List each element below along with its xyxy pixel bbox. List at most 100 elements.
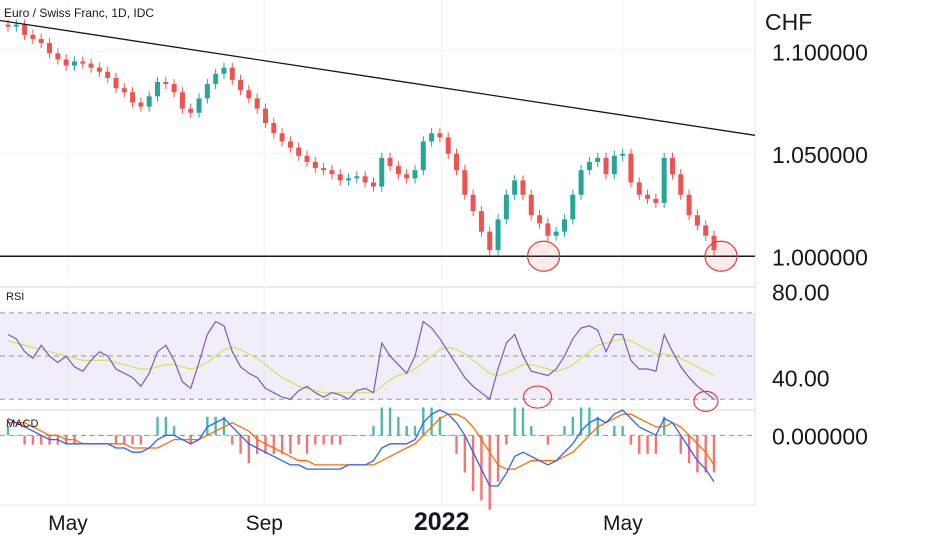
candle-body bbox=[379, 157, 385, 187]
macd-histogram-bar bbox=[679, 435, 682, 454]
macd-histogram-bar bbox=[98, 435, 101, 437]
macd-histogram-bar bbox=[629, 435, 633, 445]
price-tick-label: 1.100000 bbox=[772, 39, 868, 65]
candle-body bbox=[653, 198, 659, 203]
macd-histogram-bar bbox=[197, 435, 201, 437]
macd-histogram-bar bbox=[471, 435, 475, 492]
macd-histogram-bar bbox=[455, 435, 458, 454]
candle-body bbox=[636, 182, 642, 195]
macd-histogram-bar bbox=[613, 426, 616, 436]
candle-body bbox=[88, 63, 94, 68]
candle-body bbox=[171, 84, 177, 93]
macd-histogram-bar bbox=[172, 426, 176, 436]
candle-body bbox=[229, 67, 235, 80]
macd-histogram-bar bbox=[322, 435, 325, 445]
time-axis-label: May bbox=[48, 512, 88, 535]
candle-body bbox=[520, 180, 526, 195]
candle-body bbox=[63, 59, 69, 66]
rsi-tick-label: 40.00 bbox=[772, 366, 830, 392]
candle-body bbox=[321, 168, 327, 171]
macd-histogram-bar bbox=[671, 435, 674, 437]
candle-body bbox=[645, 194, 651, 199]
candle-body bbox=[304, 155, 310, 162]
macd-histogram-bar bbox=[106, 435, 109, 437]
macd-histogram-bar bbox=[6, 426, 10, 436]
candle-body bbox=[503, 194, 509, 220]
macd-histogram-bar bbox=[139, 435, 143, 445]
rsi-low-circle bbox=[522, 385, 553, 409]
currency-label: CHF bbox=[765, 9, 812, 35]
candle-body bbox=[603, 157, 609, 175]
candle-body bbox=[329, 170, 335, 175]
macd-histogram-bar bbox=[696, 435, 699, 473]
macd-histogram-bar bbox=[530, 426, 533, 436]
descending-trendline[interactable] bbox=[0, 19, 756, 136]
macd-histogram-bar bbox=[280, 435, 284, 454]
macd-histogram-bar bbox=[554, 435, 558, 437]
macd-histogram-bar bbox=[588, 407, 591, 436]
macd-histogram-bar bbox=[604, 435, 608, 437]
candle-body bbox=[437, 133, 443, 138]
time-axis-label: Sep bbox=[246, 512, 283, 535]
candle-body bbox=[694, 215, 700, 226]
macd-histogram-bar bbox=[563, 426, 566, 436]
candle-body bbox=[71, 61, 77, 66]
low-circle-marker bbox=[704, 240, 738, 272]
candle-body bbox=[30, 34, 36, 39]
macd-histogram-bar bbox=[380, 407, 383, 436]
chart-title: Euro / Swiss Franc, 1D, IDC bbox=[4, 6, 155, 20]
candle-body bbox=[387, 157, 393, 167]
candle-body bbox=[22, 24, 28, 35]
macd-histogram-bar bbox=[114, 435, 118, 445]
macd-histogram-bar bbox=[305, 435, 309, 454]
candle-body bbox=[146, 96, 152, 107]
candle-body bbox=[454, 153, 460, 171]
macd-histogram-bar bbox=[413, 426, 417, 436]
candle-body bbox=[213, 73, 219, 85]
macd-tick-label: 0.000000 bbox=[772, 423, 868, 449]
macd-histogram-bar bbox=[339, 435, 342, 445]
candle-body bbox=[238, 79, 244, 91]
macd-histogram-bar bbox=[222, 416, 226, 436]
candle-body bbox=[686, 194, 692, 216]
macd-histogram-bar bbox=[405, 426, 408, 436]
macd-histogram-bar bbox=[314, 435, 317, 445]
macd-histogram-bar bbox=[538, 435, 541, 437]
time-axis-label: May bbox=[603, 512, 643, 535]
time-axis-label: 2022 bbox=[414, 508, 470, 536]
macd-histogram-bar bbox=[148, 435, 151, 437]
macd-histogram-bar bbox=[40, 435, 43, 445]
macd-histogram-bar bbox=[505, 435, 508, 445]
macd-histogram-bar bbox=[397, 416, 400, 436]
macd-histogram-bar bbox=[488, 435, 491, 510]
candle-body bbox=[553, 231, 559, 236]
macd-histogram-bar bbox=[422, 407, 425, 436]
macd-histogram-bar bbox=[131, 435, 134, 445]
candle-body bbox=[595, 157, 601, 162]
macd-histogram-bar bbox=[363, 435, 367, 437]
macd-histogram-bar bbox=[247, 435, 251, 464]
macd-histogram-bar bbox=[264, 435, 267, 454]
macd-histogram-bar bbox=[31, 435, 35, 445]
candle-body bbox=[362, 176, 368, 183]
price-tick-label: 1.000000 bbox=[772, 244, 868, 270]
macd-histogram-bar bbox=[81, 435, 84, 437]
rsi-ma-line bbox=[7, 338, 715, 394]
candle-body bbox=[420, 141, 426, 171]
candle-body bbox=[561, 219, 567, 232]
candle-body bbox=[445, 137, 451, 154]
macd-histogram-bar bbox=[654, 435, 658, 454]
macd-histogram-bar bbox=[521, 407, 525, 436]
macd-histogram-bar bbox=[181, 435, 184, 437]
macd-histogram-bar bbox=[687, 435, 691, 464]
macd-histogram-bar bbox=[206, 416, 209, 436]
macd-histogram-bar bbox=[546, 435, 550, 445]
macd-histogram-bar bbox=[239, 435, 242, 454]
candle-body bbox=[354, 176, 360, 179]
macd-histogram-bar bbox=[214, 416, 217, 436]
candle-body bbox=[312, 161, 318, 169]
candle-body bbox=[370, 182, 376, 187]
candle-body bbox=[196, 98, 202, 113]
candle-body bbox=[404, 174, 410, 179]
